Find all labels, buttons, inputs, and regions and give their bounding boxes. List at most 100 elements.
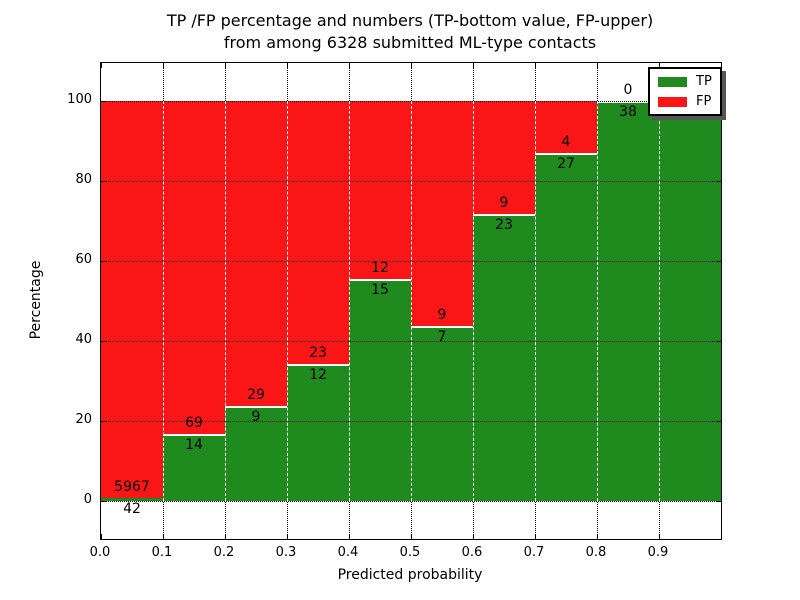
- fp-bar-segment: [287, 101, 349, 364]
- fp-bar-segment: [163, 101, 225, 434]
- y-tick-label: 80: [75, 172, 92, 187]
- y-tick-right: [716, 260, 721, 262]
- x-tick-label: 0.8: [585, 545, 607, 560]
- y-tick-right: [716, 340, 721, 342]
- tp-count-label: 38: [619, 104, 637, 120]
- tp-count-label: 14: [185, 436, 203, 453]
- fp-bar-segment: [411, 101, 473, 326]
- tp-bar-segment: [473, 213, 535, 501]
- y-tick-right: [716, 500, 721, 502]
- legend-item-fp: FP: [658, 95, 712, 108]
- x-gridline-over-bars: [162, 101, 164, 501]
- x-gridline-over-bars: [286, 101, 288, 501]
- x-tick-bottom: [472, 534, 474, 539]
- y-tick-label: 60: [75, 252, 92, 267]
- x-tick-label: 0.5: [399, 545, 421, 560]
- x-tick-label: 0.7: [523, 545, 545, 560]
- x-tick-label: 0.9: [647, 545, 669, 560]
- tp-count-label: 7: [437, 329, 447, 345]
- x-tick-bottom: [162, 534, 164, 539]
- x-tick-top: [720, 63, 722, 68]
- x-tick-bottom: [286, 534, 288, 539]
- fp-legend-swatch-icon: [658, 96, 687, 107]
- y-tick-label: 20: [75, 412, 92, 427]
- tp-count-label: 12: [309, 366, 327, 383]
- tp-bar-segment: [535, 152, 597, 501]
- y-tick-label: 40: [75, 332, 92, 347]
- legend: TP FP: [648, 67, 722, 116]
- tp-bar-segment: [225, 406, 287, 501]
- tp-bar-segment: [659, 101, 721, 501]
- x-tick-bottom: [534, 534, 536, 539]
- x-tick-top: [410, 63, 412, 68]
- x-tick-bottom: [100, 534, 102, 539]
- fp-count-label: 12: [371, 259, 389, 276]
- tp-legend-label: TP: [696, 74, 712, 89]
- x-tick-bottom: [658, 534, 660, 539]
- y-tick-label: 100: [67, 92, 92, 107]
- chart-title: TP /FP percentage and numbers (TP-bottom…: [100, 10, 720, 54]
- x-tick-bottom: [720, 534, 722, 539]
- fp-legend-label: FP: [696, 94, 712, 109]
- x-tick-top: [100, 63, 102, 68]
- y-gridline: [101, 500, 721, 502]
- y-gridline: [101, 180, 721, 182]
- x-gridline-over-bars: [224, 101, 226, 501]
- tp-bar-segment: [349, 278, 411, 501]
- tp-count-label: 9: [251, 409, 261, 426]
- fp-bar-segment: [225, 101, 287, 407]
- x-tick-bottom: [596, 534, 598, 539]
- y-tick-left: [101, 180, 106, 182]
- y-tick-label: 0: [83, 492, 92, 507]
- fp-bar-segment: [101, 101, 163, 499]
- x-tick-top: [534, 63, 536, 68]
- fp-bar-segment: [473, 101, 535, 214]
- x-gridline-over-bars: [534, 101, 536, 501]
- y-tick-left: [101, 260, 106, 262]
- x-tick-label: 0.6: [461, 545, 483, 560]
- tp-bar-segment: [287, 363, 349, 501]
- plot-area: TP FP 4259671469929122315127923927438019…: [100, 62, 722, 540]
- x-tick-label: 0.1: [151, 545, 173, 560]
- x-tick-top: [286, 63, 288, 68]
- x-tick-bottom: [410, 534, 412, 539]
- x-axis-label: Predicted probability: [337, 567, 483, 583]
- legend-item-tp: TP: [658, 75, 712, 88]
- x-tick-top: [472, 63, 474, 68]
- x-tick-label: 0.0: [89, 545, 111, 560]
- x-tick-label: 0.4: [337, 545, 359, 560]
- y-tick-right: [716, 420, 721, 422]
- fp-count-label: 29: [247, 387, 265, 404]
- y-tick-left: [101, 100, 106, 102]
- y-gridline: [101, 260, 721, 262]
- tp-legend-swatch-icon: [658, 76, 687, 87]
- y-tick-right: [716, 180, 721, 182]
- x-tick-top: [224, 63, 226, 68]
- fp-bar-segment: [349, 101, 411, 279]
- x-gridline-over-bars: [348, 101, 350, 501]
- x-tick-top: [162, 63, 164, 68]
- tp-count-label: 23: [495, 216, 513, 233]
- tp-bar-segment: [163, 433, 225, 501]
- fp-count-label: 9: [499, 194, 509, 211]
- x-tick-bottom: [348, 534, 350, 539]
- tp-bar-segment: [597, 101, 659, 501]
- y-tick-left: [101, 500, 106, 502]
- x-tick-label: 0.2: [213, 545, 235, 560]
- fp-count-label: 9: [437, 307, 447, 323]
- x-tick-label: 0.3: [275, 545, 297, 560]
- fp-count-label: 5967: [114, 479, 150, 496]
- x-gridline-over-bars: [410, 101, 412, 501]
- y-tick-left: [101, 420, 106, 422]
- y-gridline: [101, 420, 721, 422]
- tp-count-label: 42: [123, 501, 141, 518]
- x-tick-top: [658, 63, 660, 68]
- x-gridline-over-bars: [596, 101, 598, 501]
- fp-count-label: 23: [309, 344, 327, 361]
- x-gridline-over-bars: [658, 101, 660, 501]
- fp-count-label: 0: [623, 82, 633, 98]
- x-tick-top: [596, 63, 598, 68]
- fp-bar-segment: [535, 101, 597, 153]
- tp-bar-segment: [101, 498, 163, 501]
